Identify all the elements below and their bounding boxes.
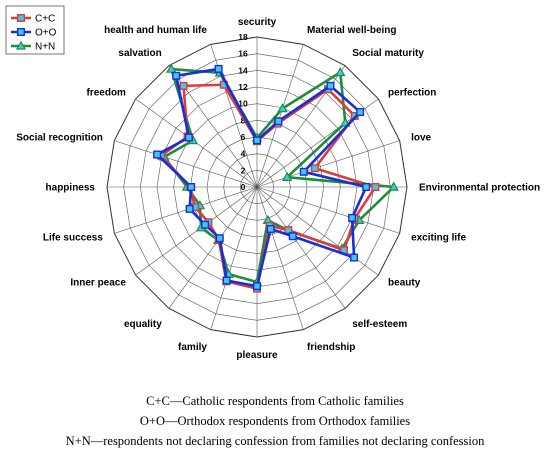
caption-n-n: N+N—respondents not declaring confession… (65, 434, 485, 448)
axis-label-love: love (411, 132, 431, 143)
tick-label-10: 10 (238, 99, 248, 109)
axis-labels: security Material well-being Social maturi… (16, 17, 540, 361)
legend-label-o-o: O+O (35, 28, 57, 39)
point-o-o-friendship (266, 225, 275, 234)
point-o-o-family (222, 276, 231, 285)
point-o-o-love (299, 167, 308, 176)
axis-label-beauty: beauty (388, 278, 421, 289)
legend-item-c-c: C+C (11, 14, 55, 25)
point-o-o-exciting-life (348, 213, 357, 222)
tick-label-0: 0 (241, 182, 246, 192)
legend-marker-n-n (15, 40, 27, 50)
tick-label-12: 12 (238, 82, 248, 92)
legend-marker-o-o (17, 28, 26, 37)
point-o-o-happiness (187, 182, 196, 191)
legend: C+C O+O N+N (5, 5, 65, 55)
point-o-o-pleasure (252, 282, 261, 291)
spoke-exciting-life (256, 186, 400, 234)
point-o-o-freedom (184, 133, 193, 142)
tick-label-8: 8 (241, 115, 246, 125)
point-n-n-love (281, 171, 293, 181)
tick-label-14: 14 (238, 65, 248, 75)
legend-label-c-c: C+C (35, 14, 55, 25)
caption-c-c: C+C—Catholic respondents from Catholic f… (146, 394, 404, 408)
point-o-o-beauty (350, 253, 359, 262)
axis-label-equality: equality (124, 319, 162, 330)
legend-item-n-n: N+N (11, 40, 55, 53)
series-line-n-n (162, 67, 395, 284)
tick-label-2: 2 (241, 165, 246, 175)
spoke-love (256, 140, 400, 188)
axis-label-life-success: Life success (43, 233, 103, 244)
caption-o-o: O+O—Orthodox respondents from Orthodox f… (139, 414, 411, 428)
tick-label-16: 16 (238, 49, 248, 59)
axis-label-salvation: salvation (118, 48, 161, 59)
legend-marker-c-c (17, 13, 26, 22)
point-n-n-social-maturity (335, 66, 346, 77)
point-o-o-salvation (172, 71, 181, 80)
axis-label-health-and-human-life: health and human life (104, 25, 207, 36)
spoke-beauty (256, 186, 379, 276)
point-o-o-social-recognition (153, 150, 162, 159)
axis-label-security: security (238, 17, 277, 28)
point-o-o-material-well-being (274, 117, 283, 126)
point-o-o-inner-peace (201, 220, 210, 229)
axis-label-exciting-life: exciting life (411, 233, 466, 244)
axis-label-happiness: happiness (46, 183, 96, 194)
axis-label-social-recognition: Social recognition (16, 132, 103, 143)
point-n-n-environmental-protection (388, 181, 399, 191)
point-c-c-environmental-protection (371, 182, 380, 191)
tick-label-6: 6 (241, 132, 246, 142)
radial-tick-labels: 0 2 4 6 8 10 12 14 16 18 (238, 32, 248, 192)
point-o-o-perfection (356, 108, 365, 117)
point-o-o-self-esteem (288, 232, 297, 241)
axis-label-inner-peace: Inner peace (70, 278, 126, 289)
axis-label-perfection: perfection (388, 87, 436, 98)
data-series (153, 63, 399, 293)
series-o-o (153, 64, 371, 291)
point-c-c-love (310, 164, 319, 173)
point-o-o-environmental-protection (362, 182, 371, 191)
point-o-o-equality (215, 234, 224, 243)
series-n-n (159, 63, 399, 286)
legend-label-n-n: N+N (35, 42, 55, 53)
axis-label-self-esteem: self-esteem (352, 319, 407, 330)
spoke-family (210, 186, 258, 330)
spoke-material-well-being (256, 44, 304, 188)
point-o-o-social-maturity (326, 81, 335, 90)
point-c-c-salvation (179, 81, 188, 90)
point-o-o-life-success (185, 204, 194, 213)
point-o-o-security (252, 136, 261, 145)
axis-label-environmental-protection: Environmental protection (419, 183, 540, 194)
axis-label-friendship: friendship (307, 342, 355, 353)
axis-label-freedom: freedom (86, 87, 126, 98)
point-n-n-material-well-being (277, 103, 288, 113)
tick-label-18: 18 (238, 32, 248, 42)
spoke-friendship (256, 186, 304, 330)
legend-item-o-o: O+O (11, 28, 57, 39)
spoke-social-recognition (114, 140, 258, 188)
spoke-self-esteem (256, 186, 346, 309)
tick-label-4: 4 (241, 149, 246, 159)
axis-label-social-maturity: Social maturity (352, 48, 424, 59)
point-o-o-health-and-human-life (214, 64, 223, 73)
axis-label-material-well-being: Material well-being (307, 25, 396, 36)
spoke-equality (168, 186, 258, 309)
axis-label-pleasure: pleasure (236, 350, 278, 361)
point-n-n-salvation (166, 63, 177, 73)
axis-label-family: family (178, 342, 207, 353)
